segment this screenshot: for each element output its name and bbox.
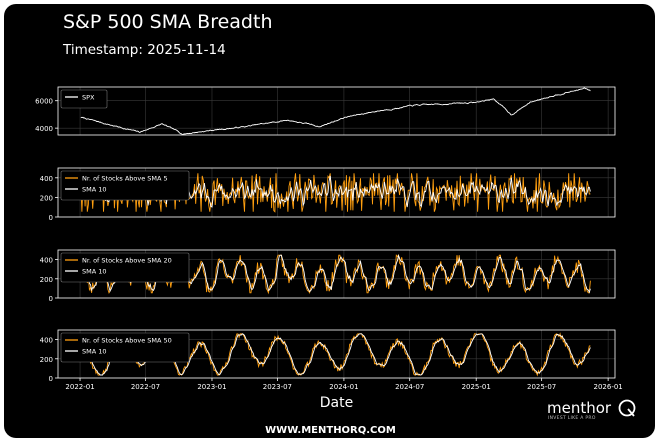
x-tick-label-2: 2023-01 bbox=[197, 383, 226, 391]
chart-card bbox=[4, 4, 655, 438]
x-tick-label-6: 2025-01 bbox=[462, 383, 491, 391]
panel-4: 0 200 400 Nr. of Stocks Above SMA 50 SMA 10 2… bbox=[40, 329, 623, 411]
x-tick-label-8: 2026-01 bbox=[594, 383, 623, 391]
footer-url: WWW.MENTHORQ.COM bbox=[265, 425, 396, 436]
y-tick-label-0: 0 bbox=[49, 375, 53, 383]
legend-label-1: Nr. of Stocks Above SMA 50 bbox=[82, 337, 172, 345]
y-tick-label-1: 6000 bbox=[35, 98, 53, 106]
series-line-1-1 bbox=[80, 87, 591, 135]
axes-frame bbox=[57, 329, 616, 379]
panel-lines bbox=[80, 87, 591, 135]
brand-name: menthor bbox=[547, 399, 612, 417]
legend-box bbox=[60, 252, 190, 283]
legend-label-1: SPX bbox=[82, 94, 95, 102]
x-tick-label-5: 2024-07 bbox=[395, 383, 424, 391]
axes-frame bbox=[57, 167, 616, 218]
x-axis-label: Date bbox=[320, 395, 353, 411]
y-tick-label-2: 400 bbox=[40, 257, 53, 265]
panel-2: 0 200 400 Nr. of Stocks Above SMA 5 SMA 10 bbox=[40, 167, 616, 222]
x-tick-label-7: 2025-07 bbox=[527, 383, 556, 391]
legend-box bbox=[60, 89, 108, 109]
y-tick-label-0: 4000 bbox=[35, 125, 53, 133]
x-tick-label-1: 2022-07 bbox=[131, 383, 160, 391]
chart-title: S&P 500 SMA Breadth bbox=[63, 11, 273, 33]
chart-subtitle: Timestamp: 2025-11-14 bbox=[63, 42, 226, 58]
legend-label-2: SMA 10 bbox=[82, 348, 107, 356]
y-tick-label-1: 200 bbox=[40, 194, 53, 202]
y-tick-label-2: 400 bbox=[40, 175, 53, 183]
axes-frame bbox=[57, 249, 616, 299]
x-tick-label-4: 2024-01 bbox=[329, 383, 358, 391]
y-tick-label-1: 200 bbox=[40, 356, 53, 364]
y-tick-label-1: 200 bbox=[40, 276, 53, 284]
legend-box bbox=[60, 170, 190, 201]
panel-3: 0 200 400 Nr. of Stocks Above SMA 20 SMA 10 bbox=[40, 249, 616, 303]
x-tick-label-0: 2022-01 bbox=[65, 383, 94, 391]
legend-label-1: Nr. of Stocks Above SMA 20 bbox=[82, 257, 172, 265]
x-tick-label-3: 2023-07 bbox=[263, 383, 292, 391]
brand-q-logo-icon bbox=[618, 399, 636, 417]
legend-box bbox=[60, 332, 190, 363]
brand-tagline: INVEST LIKE A PRO bbox=[548, 416, 596, 421]
axes-frame bbox=[57, 86, 616, 136]
y-tick-label-0: 0 bbox=[49, 295, 53, 303]
legend-label-2: SMA 10 bbox=[82, 268, 107, 276]
y-tick-label-0: 0 bbox=[49, 214, 53, 222]
panel-1: 4000 6000 SPX bbox=[35, 86, 616, 136]
legend-label-2: SMA 10 bbox=[82, 186, 107, 194]
legend-label-1: Nr. of Stocks Above SMA 5 bbox=[82, 175, 168, 183]
y-tick-label-2: 400 bbox=[40, 337, 53, 345]
